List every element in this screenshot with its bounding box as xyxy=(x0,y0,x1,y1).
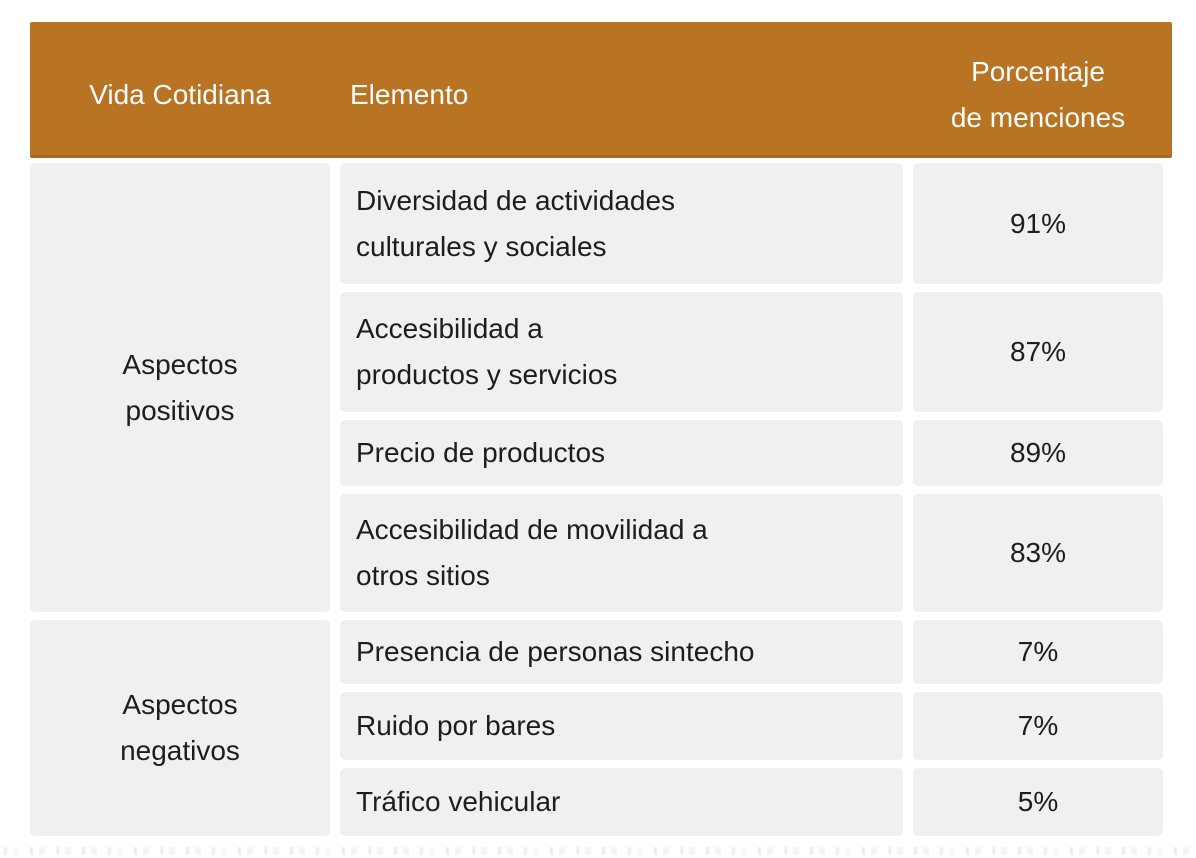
percentage-cell-ruido-bares: 7% xyxy=(913,692,1163,760)
element-cell-ruido-bares: Ruido por bares xyxy=(340,692,903,760)
header-porcentaje-de-menciones: Porcentaje de menciones xyxy=(950,55,1126,133)
header-elemento: Elemento xyxy=(350,78,469,110)
table-header-row: Vida Cotidiana Elemento Porcentaje de me… xyxy=(30,22,1172,158)
group-cell-aspectos-positivos: Aspectos positivos xyxy=(30,163,330,612)
percentage-cell-accesibilidad-movilidad: 83% xyxy=(913,494,1163,612)
element-cell-diversidad-actividades: Diversidad de actividades culturales y s… xyxy=(340,163,903,284)
element-cell-personas-sintecho: Presencia de personas sintecho xyxy=(340,620,903,684)
table-body: Aspectos positivos Aspectos negativos Di… xyxy=(30,163,1163,836)
percentage-cell-diversidad-actividades: 91% xyxy=(913,163,1163,284)
cutoff-caption-remnant xyxy=(4,847,1192,855)
percentage-cell-accesibilidad-productos: 87% xyxy=(913,292,1163,412)
percentage-cell-personas-sintecho: 7% xyxy=(913,620,1163,684)
element-cell-accesibilidad-productos: Accesibilidad a productos y servicios xyxy=(340,292,903,412)
percentage-cell-precio-productos: 89% xyxy=(913,420,1163,486)
element-cell-precio-productos: Precio de productos xyxy=(340,420,903,486)
percentage-cell-trafico-vehicular: 5% xyxy=(913,768,1163,836)
header-vida-cotidiana: Vida Cotidiana xyxy=(89,78,271,110)
group-cell-aspectos-negativos: Aspectos negativos xyxy=(30,620,330,836)
element-cell-trafico-vehicular: Tráfico vehicular xyxy=(340,768,903,836)
element-cell-accesibilidad-movilidad: Accesibilidad de movilidad a otros sitio… xyxy=(340,494,903,612)
